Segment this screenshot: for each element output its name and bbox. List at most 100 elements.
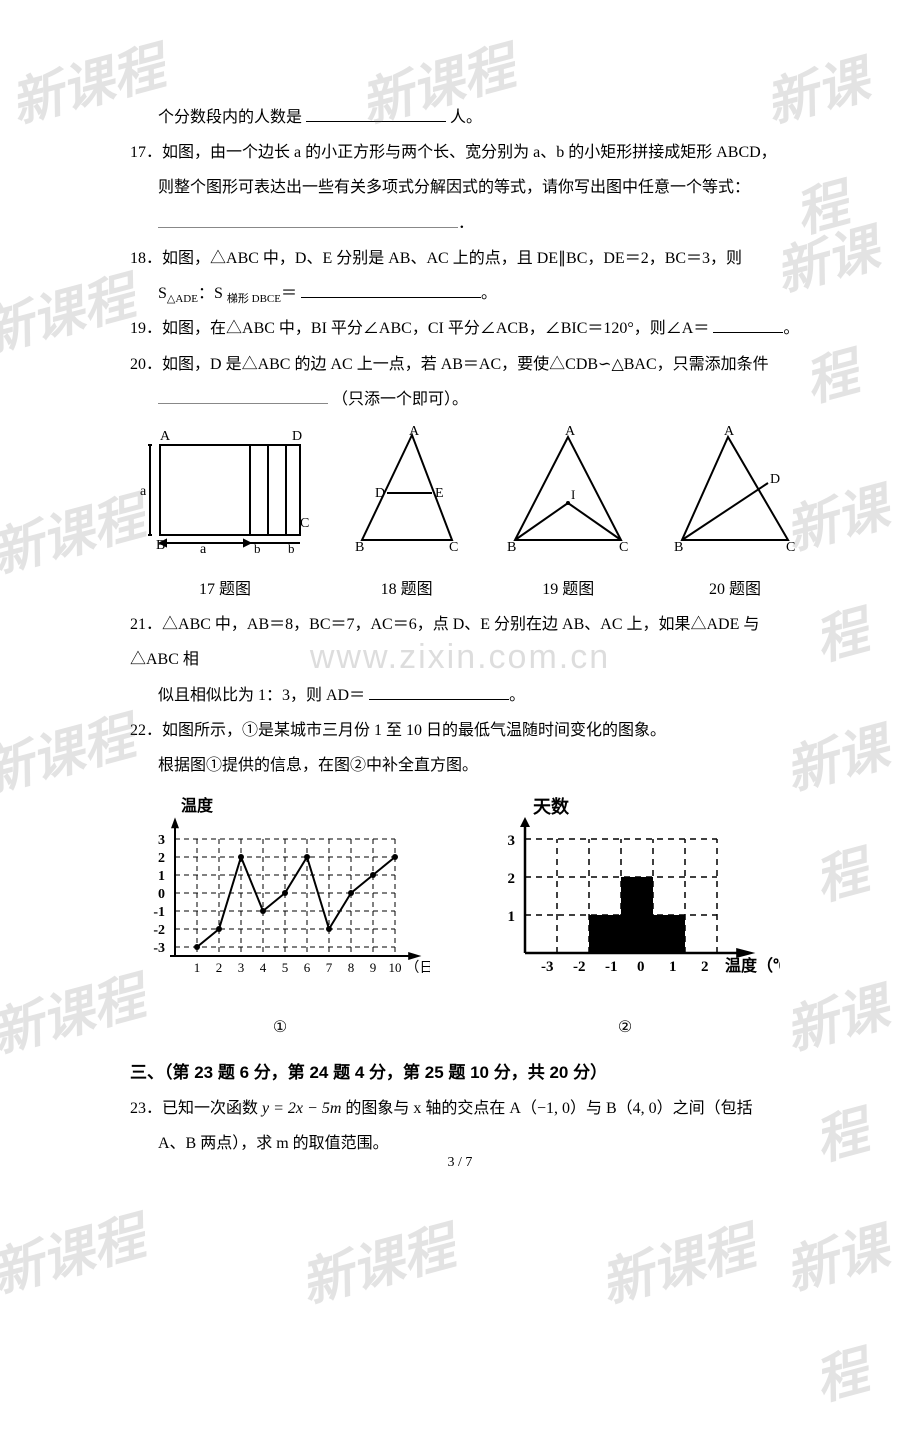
- svg-text:A: A: [565, 425, 576, 439]
- svg-text:天数: 天数: [533, 796, 570, 817]
- q18-mid: ：S: [198, 285, 227, 302]
- svg-text:D: D: [292, 429, 302, 444]
- q16-post: 人。: [450, 109, 482, 126]
- svg-text:B: B: [355, 540, 364, 555]
- q20-line2: （只添一个即可）。: [130, 382, 800, 417]
- svg-text:2: 2: [508, 871, 516, 887]
- svg-text:温度: 温度: [180, 796, 214, 815]
- q16-blank: [306, 106, 446, 122]
- q23-formula: y = 2x − 5m: [262, 1100, 341, 1117]
- svg-text:-3: -3: [153, 941, 165, 956]
- svg-text:b: b: [254, 541, 261, 555]
- q18-blank: [301, 282, 481, 298]
- fig19-caption: 19 题图: [503, 572, 633, 607]
- svg-text:D: D: [375, 486, 385, 501]
- svg-text:a: a: [140, 484, 147, 499]
- q22-line2: 根据图①提供的信息，在图②中补全直方图。: [130, 748, 800, 783]
- q17-body: 如图，由一个边长 a 的小正方形与两个长、宽分别为 a、b 的小矩形拼接成矩形 …: [162, 144, 777, 161]
- svg-text:0: 0: [158, 887, 165, 902]
- svg-text:C: C: [619, 540, 628, 555]
- svg-text:1: 1: [194, 960, 201, 975]
- q17-blank: [158, 212, 458, 228]
- watermark: 新课程: [0, 242, 148, 393]
- watermark: 新课程: [288, 1192, 468, 1343]
- q20-hint: （只添一个即可）。: [332, 391, 468, 408]
- svg-text:5: 5: [282, 960, 289, 975]
- watermark: 新课程: [0, 462, 158, 613]
- svg-text:2: 2: [216, 960, 223, 975]
- q19-body: 如图，在△ABC 中，BI 平分∠ABC，CI 平分∠ACB，∠BIC＝120°…: [162, 320, 709, 337]
- fig19-svg: A I B C: [503, 425, 633, 555]
- svg-text:A: A: [409, 425, 420, 439]
- svg-text:9: 9: [370, 960, 377, 975]
- page-footer: 3 / 7: [0, 1155, 920, 1171]
- svg-text:a: a: [200, 542, 207, 555]
- svg-text:I: I: [571, 487, 575, 502]
- q23-mid: 的图象与 x 轴的交点在 A（−1, 0）与 B（4, 0）之间（包括: [341, 1100, 752, 1117]
- q17-num: 17．: [130, 144, 162, 161]
- watermark: 新课程: [772, 1188, 920, 1440]
- center-watermark: www.zixin.com.cn: [0, 620, 920, 695]
- q17-blank-line: ．: [130, 206, 800, 241]
- svg-text:A: A: [724, 425, 735, 439]
- fig19: A I B C 19 题图: [503, 425, 633, 607]
- q20-line1: 20．如图，D 是△ABC 的边 AC 上一点，若 AB＝AC，要使△CDB∽△…: [130, 347, 800, 382]
- chart2-svg: 天数123-3-2-1012温度（℃）: [470, 793, 780, 993]
- watermark: 新课程: [588, 1192, 768, 1343]
- svg-text:C: C: [300, 516, 309, 531]
- svg-text:1: 1: [669, 959, 677, 975]
- svg-text:2: 2: [701, 959, 709, 975]
- q18-num: 18．: [130, 250, 162, 267]
- svg-text:b: b: [288, 541, 295, 555]
- q22-body: 如图所示，①是某城市三月份 1 至 10 日的最低气温随时间变化的图象。: [162, 722, 666, 739]
- q18-eq: ＝: [281, 285, 297, 302]
- chart1-svg: 温度3210-1-2-312345678910（日期）: [130, 793, 430, 993]
- fig20: A D B C 20 题图: [670, 425, 800, 607]
- watermark: 新课程: [0, 682, 148, 833]
- svg-text:温度（℃）: 温度（℃）: [724, 956, 780, 975]
- svg-text:-2: -2: [573, 959, 586, 975]
- fig17-caption: 17 题图: [140, 572, 310, 607]
- q19-blank: [713, 317, 783, 333]
- section3-title: 三、（第 23 题 6 分，第 24 题 4 分，第 25 题 10 分，共 2…: [130, 1054, 800, 1091]
- svg-text:B: B: [674, 540, 683, 555]
- q16-tail: 个分数段内的人数是 人。: [130, 100, 800, 135]
- svg-text:1: 1: [158, 869, 165, 884]
- svg-text:B: B: [507, 540, 516, 555]
- chart1-caption: ①: [130, 1010, 430, 1045]
- svg-text:10: 10: [389, 960, 402, 975]
- svg-text:6: 6: [304, 960, 311, 975]
- svg-text:0: 0: [637, 959, 645, 975]
- document-page: 新课程 新课程 新课程 新课程 新课程 新课程 新课程 新课程 新课程 新课程 …: [0, 0, 920, 1201]
- svg-text:C: C: [786, 540, 795, 555]
- svg-text:-1: -1: [153, 905, 165, 920]
- svg-text:A: A: [160, 429, 171, 444]
- q23-line1: 23．已知一次函数 y = 2x − 5m 的图象与 x 轴的交点在 A（−1,…: [130, 1091, 800, 1126]
- svg-text:8: 8: [348, 960, 355, 975]
- q23-num: 23．: [130, 1100, 162, 1117]
- svg-text:3: 3: [158, 833, 165, 848]
- q18-body: 如图，△ABC 中，D、E 分别是 AB、AC 上的点，且 DE∥BC，DE＝2…: [162, 250, 742, 267]
- chart2-caption: ②: [470, 1010, 780, 1045]
- q16-pre: 个分数段内的人数是: [158, 109, 302, 126]
- svg-text:（日期）: （日期）: [405, 960, 430, 976]
- fig18-caption: 18 题图: [347, 572, 467, 607]
- fig18-svg: A D E B C: [347, 425, 467, 555]
- svg-text:C: C: [449, 540, 458, 555]
- q23-pre: 已知一次函数: [162, 1100, 262, 1117]
- svg-text:-3: -3: [541, 959, 554, 975]
- fig20-svg: A D B C: [670, 425, 800, 555]
- svg-text:3: 3: [508, 833, 516, 849]
- q22-num: 22．: [130, 722, 162, 739]
- q17-line2: 则整个图形可表达出一些有关多项式分解因式的等式，请你写出图中任意一个等式：: [130, 170, 800, 205]
- svg-text:7: 7: [326, 960, 333, 975]
- chart2: 天数123-3-2-1012温度（℃） ②: [470, 793, 780, 1045]
- svg-text:E: E: [435, 486, 444, 501]
- q19-line: 19．如图，在△ABC 中，BI 平分∠ABC，CI 平分∠ACB，∠BIC＝1…: [130, 311, 800, 346]
- q20-num: 20．: [130, 356, 162, 373]
- watermark: 新课程: [0, 1182, 158, 1333]
- svg-text:-1: -1: [605, 959, 618, 975]
- fig20-caption: 20 题图: [670, 572, 800, 607]
- q22-line1: 22．如图所示，①是某城市三月份 1 至 10 日的最低气温随时间变化的图象。: [130, 713, 800, 748]
- svg-text:3: 3: [238, 960, 245, 975]
